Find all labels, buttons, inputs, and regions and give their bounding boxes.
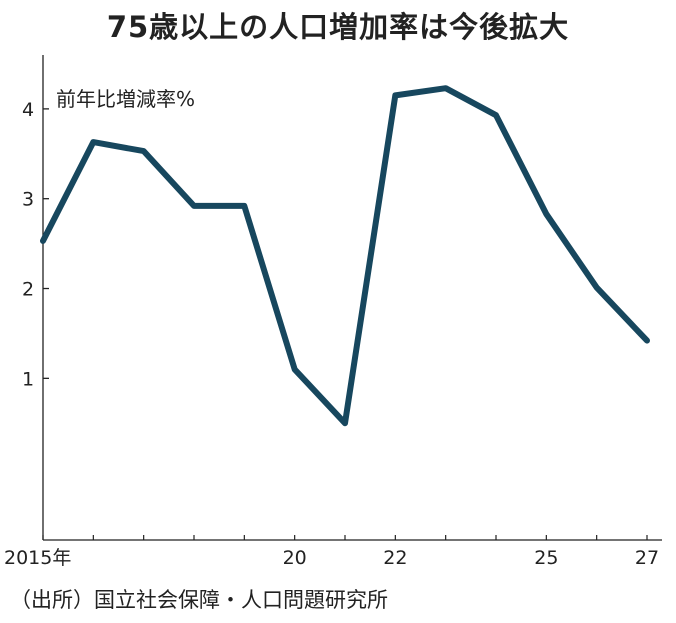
x-tick-label: 25: [534, 547, 558, 569]
series-line: [40, 85, 650, 427]
axes: [42, 55, 662, 541]
source-note: （出所）国立社会保障・人口問題研究所: [10, 588, 388, 612]
y-axis-label: 前年比増減率%: [56, 87, 195, 111]
y-tick-label: 2: [22, 279, 34, 301]
y-tick-label: 1: [22, 368, 34, 390]
x-tick-label: 2015年: [4, 547, 71, 569]
series: [40, 85, 650, 427]
y-axis-ticks: 1 2 3 4: [22, 99, 49, 390]
x-tick-label: 27: [635, 547, 659, 569]
chart-title: 75歳以上の人口増加率は今後拡大: [106, 10, 570, 44]
x-tick-label: 20: [283, 547, 307, 569]
y-tick-label: 3: [22, 189, 34, 211]
y-tick-label: 4: [22, 99, 34, 121]
x-axis-ticks: 2015年 20 22 25 27: [4, 535, 659, 569]
x-tick-label: 22: [383, 547, 407, 569]
